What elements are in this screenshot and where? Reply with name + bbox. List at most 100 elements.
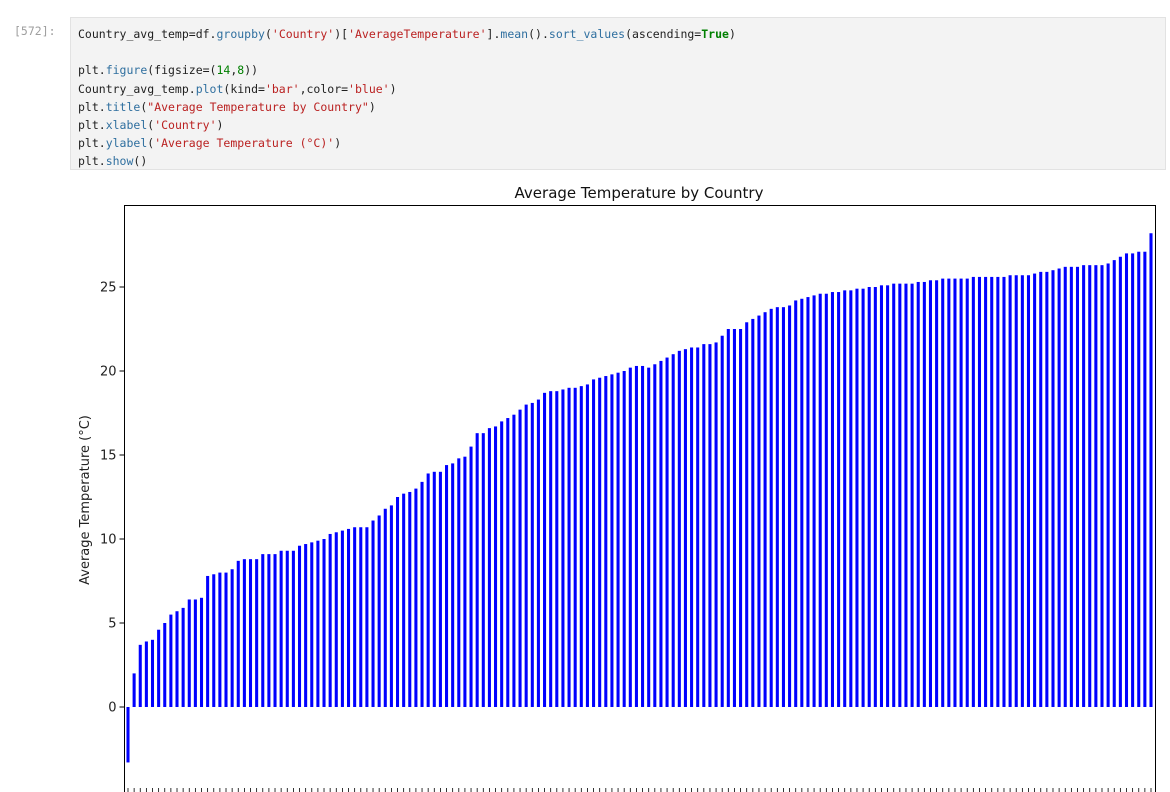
code-token: ): [334, 136, 342, 151]
bar: [953, 278, 957, 707]
code-line: plt.figure(figsize=(14,8)): [78, 61, 736, 79]
bar: [316, 540, 320, 707]
code-token: 'AverageTemperature': [348, 27, 487, 41]
code-token: 8: [237, 63, 245, 78]
code-token: (kind=: [223, 81, 265, 96]
bar: [340, 530, 344, 707]
bar: [402, 493, 406, 707]
y-tick-label: 25: [100, 281, 117, 296]
bar: [267, 554, 271, 707]
bar: [255, 559, 259, 707]
bar: [181, 607, 185, 707]
bar: [726, 329, 730, 707]
bar: [438, 471, 442, 707]
bar: [500, 421, 504, 707]
x-axis-ticks: [127, 788, 1152, 792]
code-token: (: [147, 117, 155, 132]
bar: [285, 550, 289, 707]
code-token: ylabel: [105, 136, 148, 151]
code-token: True: [701, 27, 729, 41]
bar: [334, 532, 338, 707]
bar: [996, 276, 1000, 707]
bar: [732, 329, 736, 707]
code-token: (: [147, 136, 155, 151]
bar: [445, 465, 449, 707]
y-tick-label: 10: [100, 533, 117, 548]
code-line: plt.title("Average Temperature by Countr…: [78, 98, 736, 116]
bar: [898, 283, 902, 707]
bar: [855, 288, 859, 707]
bar-series: [126, 233, 1153, 763]
plot-frame: [124, 205, 1156, 792]
bar: [1112, 260, 1116, 707]
bar: [1008, 275, 1012, 707]
bar: [494, 426, 498, 707]
bar: [745, 322, 749, 707]
bar: [592, 379, 596, 707]
code-token: (: [140, 99, 148, 114]
bar: [457, 458, 461, 707]
bar: [977, 276, 982, 707]
bar: [1094, 265, 1098, 707]
bar: [604, 376, 608, 707]
y-tick-label: 20: [100, 365, 117, 380]
code-token: (: [264, 27, 272, 41]
code-cell[interactable]: Country_avg_temp=df.groupby('Country')['…: [70, 17, 1166, 170]
bar: [641, 365, 645, 707]
bar: [573, 387, 577, 707]
code-token: ): [368, 99, 376, 114]
bar: [169, 614, 173, 707]
code-token: plt.: [78, 63, 106, 78]
bar: [1131, 253, 1135, 707]
bar: [291, 550, 295, 707]
bar: [714, 342, 718, 707]
bar: [518, 409, 522, 707]
bar: [524, 404, 528, 707]
bar: [144, 641, 148, 707]
code-editor[interactable]: Country_avg_temp=df.groupby('Country')['…: [78, 25, 736, 171]
bar: [935, 280, 939, 707]
bar: [830, 292, 834, 707]
bar: [696, 347, 700, 707]
code-token: sort_values: [548, 27, 626, 41]
y-axis-label: Average Temperature (°C): [78, 415, 93, 585]
bar: [616, 372, 620, 707]
bar: [365, 527, 369, 707]
bar: [1039, 271, 1043, 707]
bar: [1069, 266, 1073, 707]
bar: [506, 418, 510, 707]
bar: [206, 575, 210, 707]
code-token: Country_avg_temp.: [78, 81, 196, 96]
bar: [224, 572, 228, 707]
bar: [904, 283, 908, 707]
bar: [1082, 265, 1086, 707]
bar: [677, 350, 681, 707]
bar: [647, 367, 651, 707]
chart-title: Average Temperature by Country: [515, 184, 764, 202]
y-tick-label: 15: [100, 449, 117, 464]
bar: [242, 559, 246, 707]
bar: [1026, 275, 1031, 707]
bar: [555, 391, 559, 707]
bar: [1143, 251, 1147, 707]
bar: [126, 707, 130, 763]
bar: [396, 497, 400, 707]
bar: [867, 287, 871, 707]
bar: [806, 297, 810, 707]
bar: [585, 384, 589, 707]
bar: [199, 597, 204, 707]
bar: [561, 389, 565, 707]
code-token: plt.: [78, 136, 106, 151]
bar: [420, 481, 424, 707]
bar: [1033, 273, 1037, 707]
code-token: 'Average Temperature (°C)': [154, 136, 335, 151]
bar: [1020, 275, 1024, 707]
bar: [775, 307, 779, 707]
bar: [879, 285, 883, 707]
code-token: mean: [500, 27, 529, 41]
code-token: )): [244, 63, 259, 78]
bar: [451, 463, 455, 707]
code-token: "Average Temperature by Country": [147, 99, 369, 114]
bar: [837, 292, 841, 707]
bar: [763, 312, 767, 707]
